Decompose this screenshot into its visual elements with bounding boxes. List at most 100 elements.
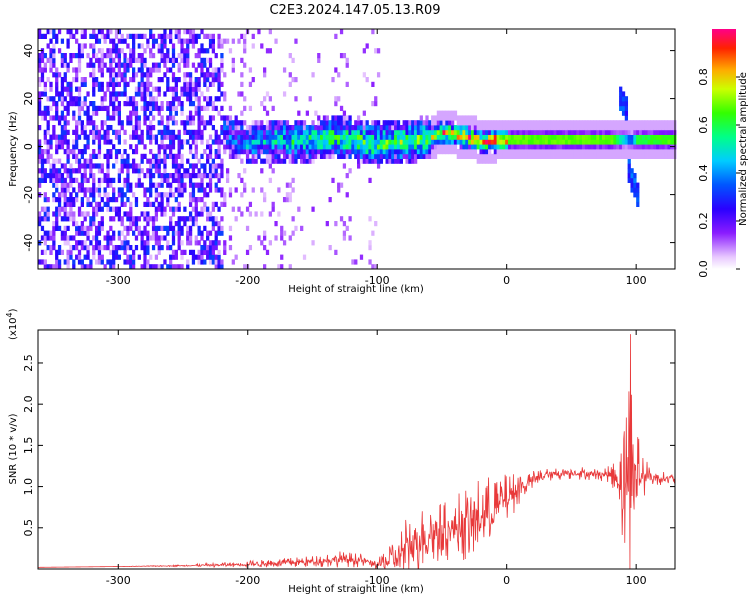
spectrogram-cell <box>100 81 104 87</box>
spectrogram-cell <box>200 211 204 217</box>
spectrogram-cell <box>596 125 600 131</box>
spectrogram-cell <box>180 230 184 236</box>
spectrogram-cell <box>180 249 184 255</box>
spectrogram-cell <box>285 153 290 159</box>
spectrogram-cell <box>160 134 164 140</box>
spectrogram-cell <box>633 134 637 140</box>
spectrogram-cell <box>300 129 304 135</box>
spectrogram-cell <box>624 125 629 131</box>
spectrogram-cell <box>129 144 133 150</box>
spectrogram-cell <box>217 81 221 87</box>
spectrogram-cell <box>66 259 70 265</box>
spectrogram-cell <box>371 129 375 135</box>
spectrogram-cell <box>52 158 56 164</box>
spectrogram-cell <box>149 33 153 39</box>
spectrogram-cell <box>46 43 50 49</box>
spectrogram-cell <box>157 240 161 246</box>
spectrogram-cell <box>647 144 651 150</box>
spectrogram-cell <box>559 120 563 126</box>
spectrogram-x-tick-label: -100 <box>365 274 390 287</box>
spectrogram-cell <box>365 43 369 49</box>
spectrogram-cell <box>354 139 358 145</box>
spectrogram-cell <box>237 139 241 145</box>
spectrogram-cell <box>163 43 167 49</box>
spectrogram-cell <box>317 120 321 126</box>
spectrogram-cell <box>174 168 178 174</box>
spectrogram-cell <box>77 254 82 260</box>
spectrogram-cell <box>129 101 133 107</box>
spectrogram-cell <box>171 235 176 241</box>
spectrogram-cell <box>470 139 475 145</box>
spectrogram-cell <box>522 134 526 140</box>
spectrogram-cell <box>519 125 523 131</box>
spectrogram-cell <box>180 240 184 246</box>
spectrogram-cell <box>123 240 127 246</box>
spectrogram-cell <box>126 230 130 236</box>
spectrogram-cell <box>564 125 569 131</box>
spectrogram-cell <box>177 168 181 174</box>
spectrogram-cell <box>564 139 569 145</box>
spectrogram-cell <box>52 230 56 236</box>
spectrogram-cell <box>200 115 204 121</box>
spectrogram-cell <box>143 187 147 193</box>
spectrogram-cell <box>542 125 546 131</box>
spectrogram-cell <box>545 129 549 135</box>
spectrogram-cell <box>243 62 247 68</box>
spectrogram-cell <box>137 168 141 174</box>
snr-series-line <box>38 334 676 570</box>
spectrogram-cell <box>132 254 136 260</box>
spectrogram-cell <box>396 139 401 145</box>
spectrogram-cell <box>86 91 90 97</box>
spectrogram-cell <box>644 149 648 155</box>
spectrogram-cell <box>55 177 59 183</box>
spectrogram-cell <box>206 139 210 145</box>
spectrogram-cell <box>225 134 230 140</box>
spectrogram-cell <box>596 153 600 159</box>
spectrogram-cell <box>120 158 124 164</box>
spectrogram-cell <box>57 197 62 203</box>
spectrogram-cell <box>92 187 96 193</box>
spectrogram-cell <box>69 201 73 207</box>
spectrogram-cell <box>211 245 215 251</box>
spectrogram-cell <box>86 245 90 251</box>
spectrogram-cell <box>40 77 45 83</box>
spectrogram-cell <box>123 225 127 231</box>
spectrogram-cell <box>214 201 218 207</box>
spectrogram-cell <box>374 139 378 145</box>
spectrogram-cell <box>342 163 347 169</box>
spectrogram-cell <box>94 211 99 217</box>
spectrogram-cell <box>203 33 207 39</box>
spectrogram-cell <box>564 149 569 155</box>
spectrogram-cell <box>46 153 50 159</box>
spectrogram-cell <box>453 149 458 155</box>
spectrogram-cell <box>109 91 113 97</box>
spectrogram-cell <box>89 158 93 164</box>
spectrogram-cell <box>86 120 90 126</box>
spectrogram-cell <box>243 139 247 145</box>
spectrogram-cell <box>55 158 59 164</box>
spectrogram-cell <box>103 139 107 145</box>
spectrogram-cell <box>641 149 646 155</box>
spectrogram-cell <box>345 153 349 159</box>
spectrogram-cell <box>268 144 272 150</box>
spectrogram-y-tick-label: 20 <box>22 92 35 106</box>
spectrogram-cell <box>376 163 381 169</box>
spectrogram-cell <box>66 129 70 135</box>
spectrogram-cell <box>547 129 552 135</box>
spectrogram-cell <box>137 115 141 121</box>
spectrogram-cell <box>146 216 150 222</box>
spectrogram-cell <box>146 235 150 241</box>
spectrogram-cell <box>351 144 355 150</box>
spectrogram-cell <box>80 163 84 169</box>
spectrogram-cell <box>60 77 65 83</box>
spectrogram-cell <box>590 149 594 155</box>
spectrogram-cell <box>197 33 201 39</box>
spectrogram-cell <box>579 125 583 131</box>
spectrogram-cell <box>610 120 614 126</box>
spectrogram-cell <box>254 120 258 126</box>
spectrogram-cell <box>653 129 657 135</box>
snr-x-tick-label: -100 <box>365 574 390 587</box>
spectrogram-cell <box>263 230 267 236</box>
spectrogram-cell <box>194 81 198 87</box>
spectrogram-cell <box>223 201 227 207</box>
